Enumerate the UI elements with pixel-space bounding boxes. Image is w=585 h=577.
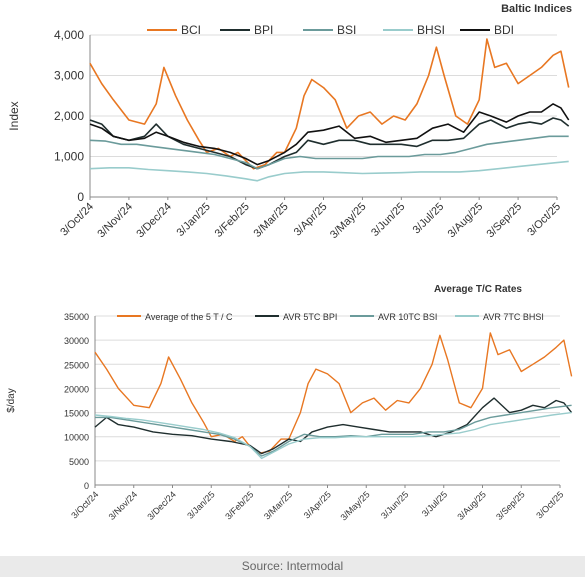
top-series-line-2: [89, 117, 570, 170]
top-y-axis-label: Index: [7, 101, 21, 130]
source-bar: Source: Intermodal: [0, 556, 585, 577]
bottom-y-tick-label: 5000: [69, 457, 89, 467]
top-legend-label-5: BDI: [494, 23, 514, 37]
top-y-tick-label: 0: [77, 190, 84, 204]
top-series-line-4: [89, 160, 569, 182]
bottom-x-tick-label: 3/Jun/25: [379, 489, 410, 520]
bottom-series-line-4: [94, 411, 572, 460]
bottom-y-axis-label: $/day: [6, 388, 17, 412]
top-x-tick-label: 3/Oct/24: [58, 201, 96, 239]
top-y-tick-label: 1,000: [54, 150, 84, 164]
bottom-y-tick-label: 35000: [64, 312, 89, 322]
top-x-tick-label: 3/Mar/25: [252, 201, 291, 240]
bottom-y-tick-label: 0: [84, 481, 89, 491]
top-x-tick-label: 3/Jul/25: [411, 201, 447, 237]
bottom-legend-label-2: AVR 5TC BPI: [283, 312, 337, 322]
bottom-x-tick-label: 3/Aug/25: [455, 489, 488, 522]
top-legend-label-1: BCI: [181, 23, 201, 37]
top-series-line-5: [89, 103, 570, 166]
bottom-x-tick-label: 3/Apr/25: [302, 489, 333, 520]
bottom-y-tick-label: 25000: [64, 360, 89, 370]
top-x-tick-label: 3/Dec/24: [134, 201, 174, 241]
bottom-x-tick-label: 3/Oct/24: [69, 489, 100, 520]
bottom-x-tick-label: 3/Jan/25: [185, 489, 216, 520]
top-legend-label-4: BHSI: [417, 23, 445, 37]
bottom-x-tick-label: 3/Jul/25: [420, 489, 449, 518]
bottom-x-tick-label: 3/Nov/24: [107, 489, 140, 522]
top-x-tick-label: 3/Oct/25: [525, 201, 563, 239]
top-x-tick-label: 3/May/25: [328, 201, 368, 241]
bottom-series-line-2: [94, 397, 573, 455]
bottom-y-tick-label: 15000: [64, 409, 89, 419]
top-legend-label-3: BSI: [337, 23, 356, 37]
top-series-line-3: [89, 135, 569, 170]
bottom-legend-label-1: Average of the 5 T / C: [145, 312, 233, 322]
bottom-series-line-1: [94, 332, 573, 455]
bottom-legend-label-3: AVR 10TC BSI: [378, 312, 437, 322]
bottom-x-tick-label: 3/Sep/25: [494, 489, 527, 522]
top-legend-label-2: BPI: [254, 23, 273, 37]
source-caption: Source: Intermodal: [241, 559, 344, 573]
top-y-tick-label: 4,000: [54, 28, 84, 42]
bottom-x-tick-label: 3/May/25: [338, 489, 371, 522]
bottom-x-tick-label: 3/Dec/24: [145, 489, 178, 522]
average-tc-rates-chart: Average T/C Rates 0 5000 10000 15000 20000 250…: [6, 284, 573, 523]
top-y-tick-label: 2,000: [54, 109, 84, 123]
bottom-x-tick-label: 3/Oct/25: [534, 489, 565, 520]
top-series-line-1: [89, 38, 570, 170]
bottom-series-line-3: [95, 404, 572, 457]
bottom-y-tick-label: 20000: [64, 384, 89, 394]
bottom-x-tick-label: 3/Mar/25: [262, 489, 294, 521]
bottom-y-tick-label: 30000: [64, 336, 89, 346]
bottom-x-tick-label: 3/Feb/25: [223, 489, 255, 521]
top-y-tick-label: 3,000: [54, 69, 84, 83]
baltic-indices-chart: Baltic Indices 0 1,000 2,000 3,000 4,000 Index…: [7, 3, 572, 241]
bottom-title: Average T/C Rates: [434, 284, 522, 295]
top-x-tick-label: 3/Apr/25: [292, 201, 330, 239]
bottom-y-tick-label: 10000: [64, 433, 89, 443]
top-x-tick-label: 3/Aug/25: [446, 201, 486, 241]
top-x-tick-label: 3/Jun/25: [369, 201, 407, 239]
top-x-tick-label: 3/Feb/25: [213, 201, 252, 240]
top-title: Baltic Indices: [501, 3, 572, 15]
top-x-tick-label: 3/Sep/25: [485, 201, 525, 241]
top-x-tick-label: 3/Jan/25: [175, 201, 213, 239]
top-x-tick-label: 3/Nov/24: [95, 201, 135, 241]
bottom-legend-label-4: AVR 7TC BHSI: [483, 312, 544, 322]
